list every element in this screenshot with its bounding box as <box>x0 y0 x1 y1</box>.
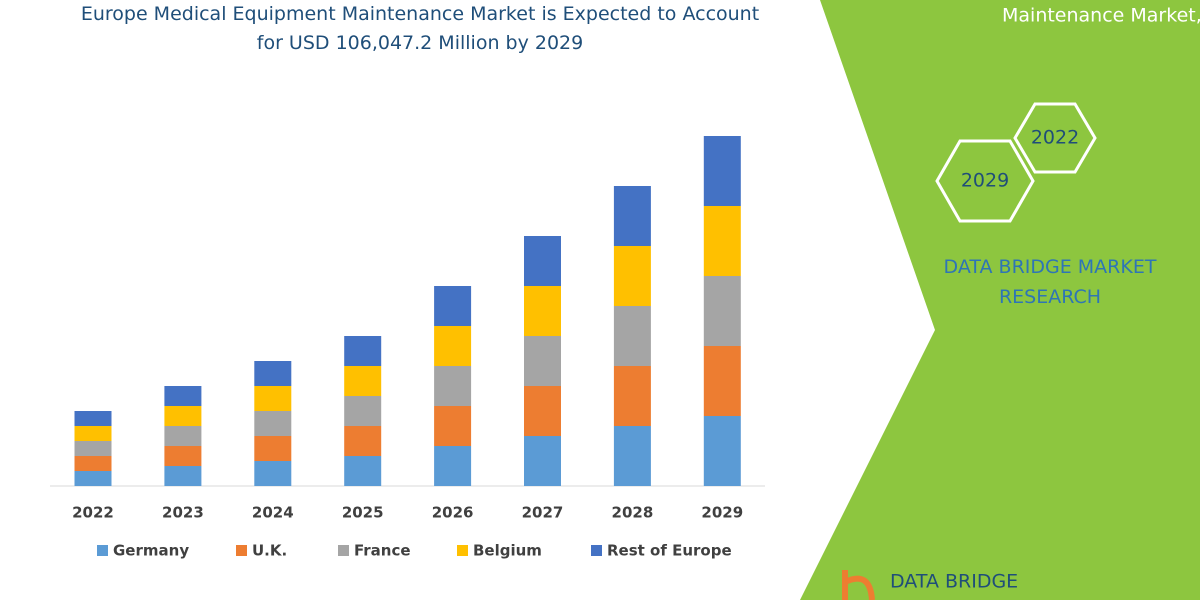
bar-segment <box>524 286 561 336</box>
bar-segment <box>74 441 112 456</box>
bar-segment <box>434 366 472 406</box>
bar-segment <box>703 206 741 276</box>
bar-segment <box>434 326 472 366</box>
x-tick-label: 2024 <box>252 504 294 522</box>
x-tick-label: 2026 <box>432 504 474 522</box>
legend-label: U.K. <box>252 542 287 560</box>
bar-segment <box>434 446 472 486</box>
bar-segment <box>613 186 651 246</box>
bar-segment <box>254 361 292 386</box>
green-panel <box>800 0 1200 600</box>
hexagons <box>935 102 1097 223</box>
bar-segment <box>524 436 561 486</box>
badge: 2029 <box>961 170 1009 192</box>
bar-segment <box>254 411 292 436</box>
bar-segment <box>74 426 112 441</box>
bar-segment <box>344 396 382 426</box>
bar-segment <box>164 406 202 426</box>
x-tick-label: 2022 <box>72 504 114 522</box>
bar-segment <box>254 461 292 486</box>
bar-segment <box>164 426 202 446</box>
bar-segment <box>344 426 382 456</box>
bar-segment <box>344 336 382 366</box>
bar-segment <box>613 246 651 306</box>
bar-segment <box>703 416 741 486</box>
bar-segment <box>344 456 382 486</box>
bar-segment <box>254 386 292 411</box>
bar-segment <box>703 136 741 206</box>
bar-segment <box>344 366 382 396</box>
bar-segment <box>164 446 202 466</box>
bar-segment <box>254 436 292 461</box>
badge: 2022 <box>1031 127 1079 149</box>
x-tick-label: 2028 <box>612 504 654 522</box>
bar-segment <box>524 336 561 386</box>
brand-text: DATA BRIDGE MARKET RESEARCH <box>943 256 1157 308</box>
bar-segment <box>74 456 112 471</box>
legend-swatch <box>591 545 602 556</box>
x-tick-label: 2027 <box>522 504 564 522</box>
bar-segment <box>613 306 651 366</box>
legend-label: Rest of Europe <box>607 542 732 560</box>
x-tick-label: 2029 <box>701 504 743 522</box>
logo-mark <box>842 570 875 600</box>
legend-swatch <box>97 545 108 556</box>
bar-segment <box>613 366 651 426</box>
bar-segment <box>164 466 202 486</box>
brand-box: DATA BRIDGE MARKET RESEARCH <box>943 256 1157 308</box>
legend-swatch <box>457 545 468 556</box>
bar-segment <box>434 406 472 446</box>
legend-label: France <box>354 542 411 560</box>
legend-label: Germany <box>113 542 189 560</box>
x-tick-label: 2025 <box>342 504 384 522</box>
bar-segment <box>434 286 472 326</box>
bar-segment <box>524 386 561 436</box>
bar-segment <box>164 386 202 406</box>
panel-heading: Maintenance Market, By 2029 <box>1002 5 1200 27</box>
bar-segment <box>524 236 561 286</box>
chart-title: Europe Medical Equipment Maintenance Mar… <box>80 3 760 54</box>
bar-segment <box>74 471 112 486</box>
logo-text: DATA BRIDGE <box>890 571 1018 593</box>
bar-segment <box>703 276 741 346</box>
bar-segment <box>613 426 651 486</box>
legend-swatch <box>236 545 247 556</box>
legend-label: Belgium <box>473 542 542 560</box>
legend-swatch <box>338 545 349 556</box>
x-tick-label: 2023 <box>162 504 204 522</box>
bar-segment <box>74 411 112 426</box>
bar-segment <box>703 346 741 416</box>
